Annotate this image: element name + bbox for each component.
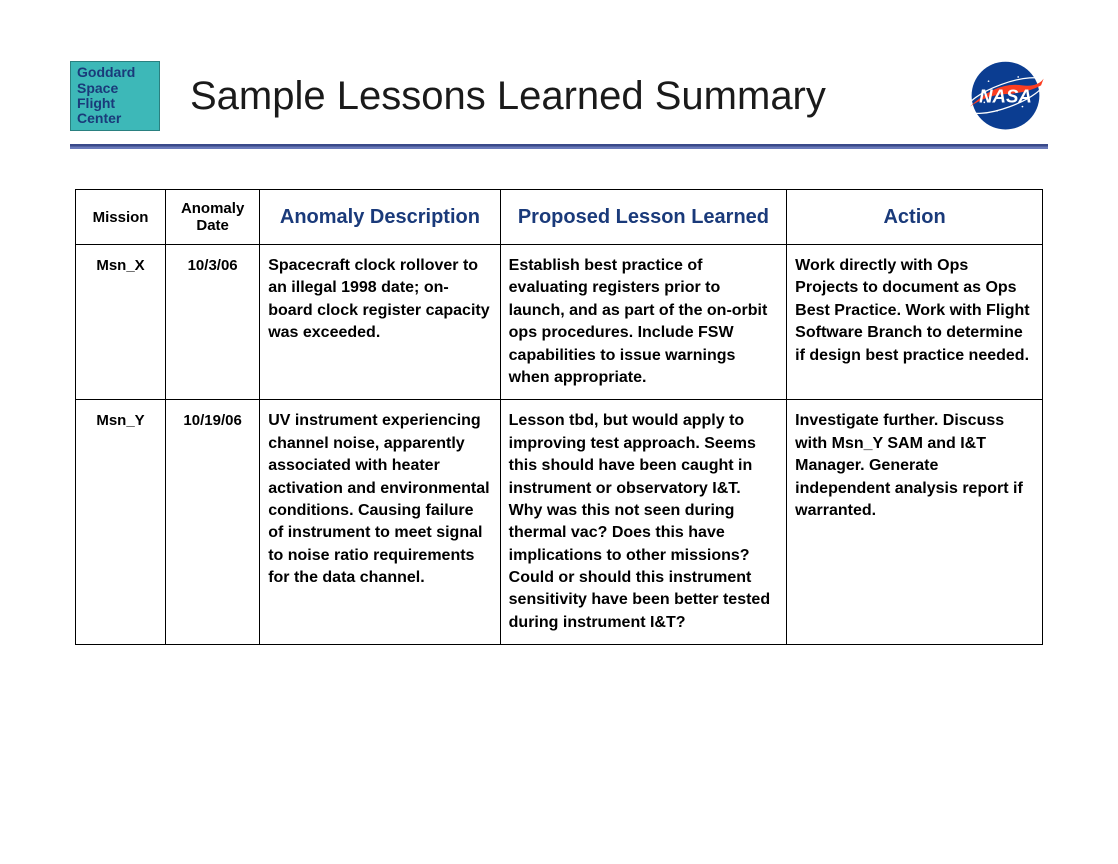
lessons-table-container: Mission Anomaly Date Anomaly Description… <box>70 189 1048 645</box>
svg-text:NASA: NASA <box>979 85 1032 106</box>
cell-lesson: Establish best practice of evaluating re… <box>500 245 787 400</box>
lessons-table: Mission Anomaly Date Anomaly Description… <box>75 189 1043 645</box>
nasa-logo-icon: NASA <box>963 60 1048 132</box>
table-header-row: Mission Anomaly Date Anomaly Description… <box>76 190 1043 245</box>
cell-date: 10/19/06 <box>166 400 260 645</box>
table-row: Msn_X 10/3/06 Spacecraft clock rollover … <box>76 245 1043 400</box>
col-header-action: Action <box>787 190 1043 245</box>
table-row: Msn_Y 10/19/06 UV instrument experiencin… <box>76 400 1043 645</box>
slide-header: Goddard Space Flight Center Sample Lesso… <box>70 60 1048 132</box>
cell-mission: Msn_Y <box>76 400 166 645</box>
cell-date: 10/3/06 <box>166 245 260 400</box>
header-divider <box>70 144 1048 149</box>
cell-lesson: Lesson tbd, but would apply to improving… <box>500 400 787 645</box>
badge-line: Goddard <box>77 65 153 80</box>
badge-line: Space <box>77 81 153 96</box>
cell-mission: Msn_X <box>76 245 166 400</box>
goddard-badge: Goddard Space Flight Center <box>70 61 160 131</box>
col-header-lesson: Proposed Lesson Learned <box>500 190 787 245</box>
badge-line: Center <box>77 111 153 126</box>
cell-action: Work directly with Ops Projects to docum… <box>787 245 1043 400</box>
col-header-date: Anomaly Date <box>166 190 260 245</box>
col-header-mission: Mission <box>76 190 166 245</box>
page-title: Sample Lessons Learned Summary <box>190 74 963 119</box>
cell-action: Investigate further. Discuss with Msn_Y … <box>787 400 1043 645</box>
col-header-description: Anomaly Description <box>260 190 500 245</box>
cell-description: Spacecraft clock rollover to an illegal … <box>260 245 500 400</box>
badge-line: Flight <box>77 96 153 111</box>
cell-description: UV instrument experiencing channel noise… <box>260 400 500 645</box>
